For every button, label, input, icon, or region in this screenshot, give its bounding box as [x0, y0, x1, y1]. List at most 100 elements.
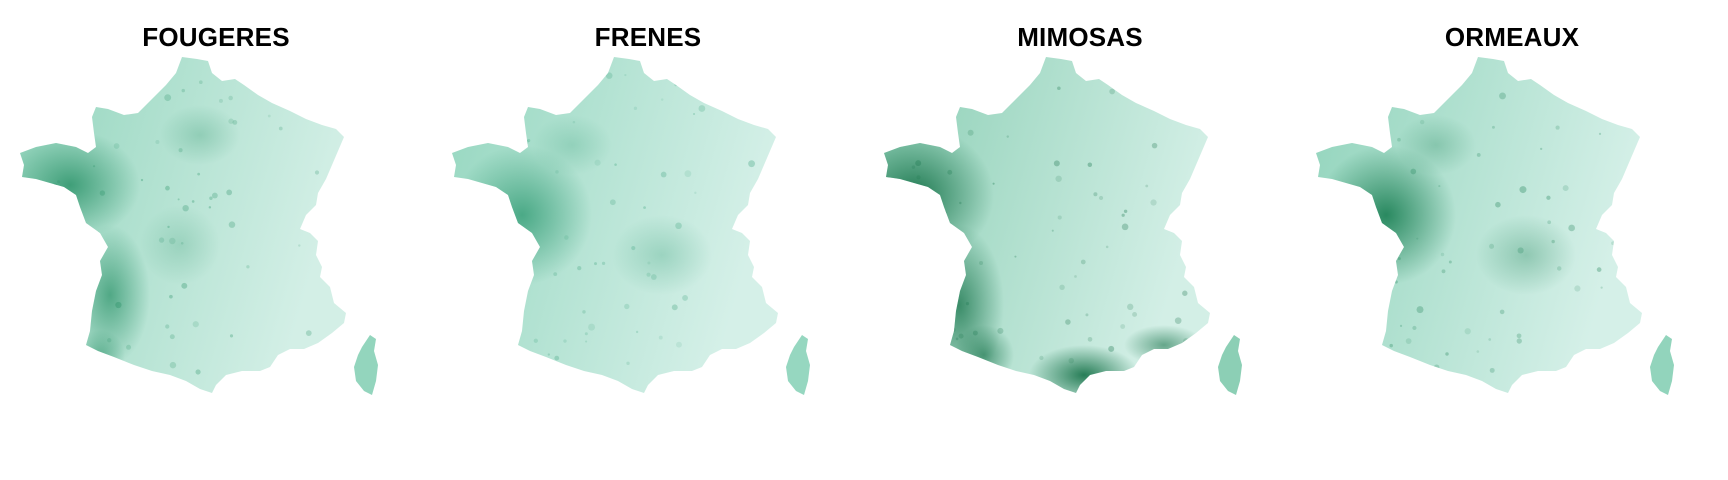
density-speck [317, 228, 320, 231]
density-speck [1039, 355, 1044, 360]
density-speck [229, 334, 234, 338]
density-speck [1416, 237, 1419, 240]
density-speck [181, 282, 188, 289]
density-speck [191, 200, 195, 203]
corsica [786, 335, 810, 395]
panel-title: FRENES [594, 22, 702, 52]
density-speck [1614, 221, 1617, 224]
density-speck [61, 338, 64, 341]
density-speck [925, 80, 932, 88]
density-speck [92, 165, 96, 168]
density-speck [1121, 213, 1125, 217]
density-speck [1555, 125, 1560, 130]
density-hotspot [140, 205, 220, 285]
density-speck [1151, 142, 1158, 149]
density-speck [1516, 333, 1522, 339]
density-speck [1394, 280, 1398, 284]
density-speck [553, 272, 558, 277]
density-speck [1547, 220, 1552, 225]
density-speck [1087, 162, 1093, 167]
density-speck [1098, 195, 1104, 201]
density-hotspot [160, 105, 240, 165]
density-speck [1598, 132, 1602, 135]
density-speck [1121, 223, 1129, 231]
density-speck [1499, 92, 1506, 100]
density-speck [1389, 343, 1393, 348]
density-speck [958, 333, 964, 339]
france-map [884, 57, 1242, 395]
density-speck [1093, 192, 1098, 197]
density-speck [594, 262, 597, 266]
density-speck [1445, 352, 1449, 356]
density-speck [992, 106, 996, 109]
density-speck [1343, 189, 1350, 195]
density-speck [1057, 215, 1062, 220]
density-speck [228, 95, 233, 101]
density-speck [87, 368, 92, 373]
density-speck [99, 190, 106, 196]
density-speck [195, 369, 201, 375]
density-speck [643, 206, 646, 209]
density-speck [1053, 160, 1060, 167]
density-speck [226, 189, 233, 196]
density-speck [1495, 201, 1501, 208]
density-speck [921, 336, 928, 344]
density-speck [660, 171, 667, 178]
density-speck [942, 210, 947, 215]
map-panel-fougeres: FOUGERES [0, 0, 432, 480]
density-speck [314, 170, 320, 175]
density-speck [1057, 86, 1061, 91]
density-speck [945, 221, 949, 225]
density-speck [1464, 328, 1471, 335]
density-speck [967, 129, 974, 136]
density-speck [165, 185, 170, 191]
density-speck [594, 159, 601, 166]
density-speck [1416, 306, 1424, 314]
density-speck [660, 98, 664, 101]
density-speck [1374, 276, 1377, 279]
density-speck [748, 160, 756, 168]
panel-title: FOUGERES [142, 22, 290, 52]
density-hotspot [1124, 325, 1204, 365]
density-speck [51, 195, 57, 202]
density-speck [556, 84, 561, 89]
density-speck [1397, 137, 1401, 142]
density-speck [305, 330, 312, 336]
france-map [20, 57, 378, 395]
density-speck [675, 222, 682, 230]
density-speck [916, 202, 922, 209]
density-speck [177, 198, 180, 201]
density-speck [1120, 324, 1126, 329]
france-map [1316, 57, 1674, 395]
density-speck [1448, 260, 1452, 264]
density-speck [547, 353, 551, 356]
density-speck [1347, 122, 1351, 125]
density-speck [555, 170, 559, 174]
density-speck [1621, 114, 1625, 118]
density-speck [1118, 85, 1125, 92]
density-speck [298, 244, 301, 247]
france-map [452, 57, 810, 395]
density-speck [1365, 354, 1370, 359]
density-speck [267, 114, 271, 118]
density-hotspot [954, 325, 1014, 385]
density-speck [1109, 88, 1116, 95]
density-speck [1441, 269, 1446, 274]
density-speck [181, 88, 185, 93]
density-speck [180, 241, 184, 245]
density-speck [1412, 325, 1417, 331]
density-speck [1074, 275, 1077, 278]
density-speck [1059, 284, 1065, 290]
density-speck [115, 301, 122, 309]
density-speck [646, 272, 651, 277]
density-speck [113, 143, 120, 149]
map-panel-ormeaux: ORMEAUX [1296, 0, 1728, 480]
density-speck [155, 139, 160, 144]
density-speck [522, 139, 529, 145]
density-speck [126, 344, 132, 350]
density-speck [1519, 186, 1527, 194]
density-speck [605, 72, 613, 79]
density-speck [169, 237, 176, 245]
density-speck [698, 105, 706, 112]
